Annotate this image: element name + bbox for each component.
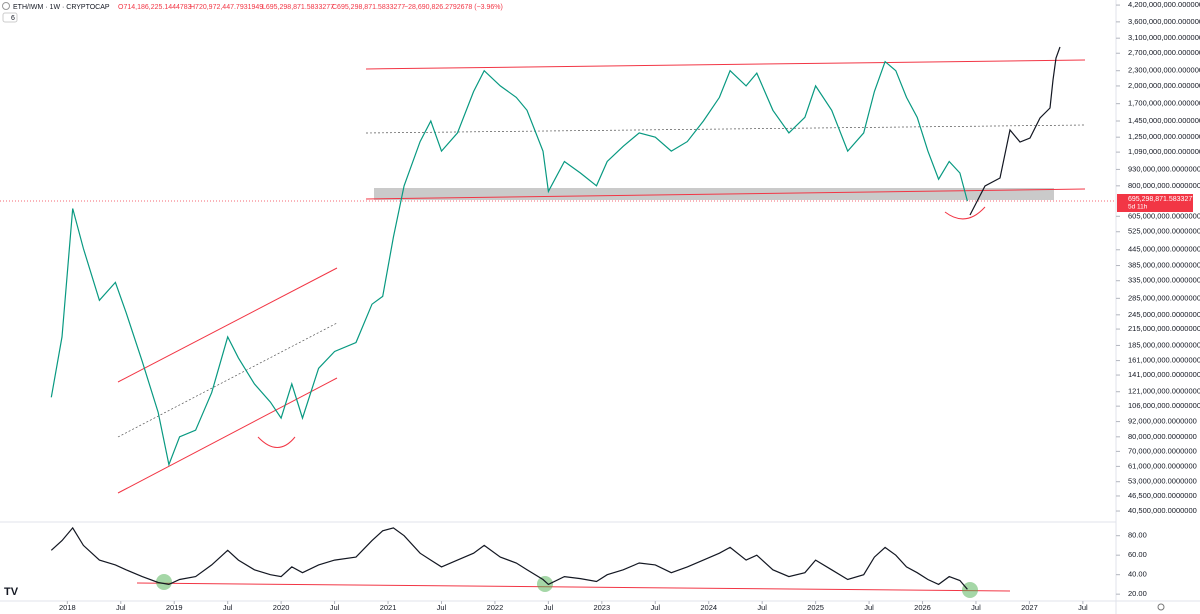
y-tick-label: 70,000,000.0000000 [1128, 446, 1197, 455]
indicator-badge[interactable] [2, 12, 18, 23]
y-tick-label: 1,450,000,000.0000000 [1128, 116, 1200, 125]
x-tick-label: Jul [330, 603, 340, 612]
y-tick-label: 61,000,000.0000000 [1128, 461, 1197, 470]
rsi-highlight [156, 574, 172, 590]
range-top [365, 59, 1086, 70]
x-tick-label: 2018 [59, 603, 76, 612]
x-tick-label: 2019 [166, 603, 183, 612]
symbol[interactable]: ETH/IWM · 1W · CRYPTOCAP [13, 4, 110, 11]
x-tick-label: Jul [650, 603, 660, 612]
x-tick-label: Jul [971, 603, 981, 612]
y-tick-label: 161,000,000.0000000 [1128, 356, 1200, 365]
settings-icon[interactable] [1157, 603, 1165, 611]
y-tick-label: 1,700,000,000.0000000 [1128, 99, 1200, 108]
x-tick-label: 2022 [487, 603, 504, 612]
x-tick-label: 2027 [1021, 603, 1038, 612]
y-tick-label: 335,000,000.0000000 [1128, 276, 1200, 285]
y-tick-label: 46,500,000.0000000 [1128, 491, 1197, 500]
y-tick-label: 53,000,000.0000000 [1128, 477, 1197, 486]
y-tick-label: 245,000,000.0000000 [1128, 310, 1200, 319]
x-tick-label: 2026 [914, 603, 931, 612]
y-tick-label: 445,000,000.0000000 [1128, 245, 1200, 254]
logo[interactable]: TV [4, 586, 19, 598]
x-tick-label: Jul [864, 603, 874, 612]
y-tick-label: 80.00 [1128, 531, 1147, 540]
y-tick-label: 285,000,000.0000000 [1128, 293, 1200, 302]
y-tick-label: 141,000,000.0000000 [1128, 370, 1200, 379]
y-tick-label: 930,000,000.0000000 [1128, 164, 1200, 173]
y-tick-label: 525,000,000.0000000 [1128, 227, 1200, 236]
close: C695,298,871.5833277 [332, 4, 405, 11]
low: L695,298,871.5833277 [262, 4, 334, 11]
y-tick-label: 3,100,000,000.0000000 [1128, 33, 1200, 42]
indicator-count[interactable]: 6 [11, 15, 15, 22]
x-tick-label: 2023 [593, 603, 610, 612]
y-tick-label: 3,600,000,000.0000000 [1128, 17, 1200, 26]
price-line [50, 60, 968, 467]
countdown: 5d 11h [1128, 204, 1148, 211]
y-tick-label: 121,000,000.0000000 [1128, 387, 1200, 396]
y-tick-label: 2,700,000,000.0000000 [1128, 48, 1200, 57]
y-tick-label: 60.00 [1128, 550, 1147, 559]
y-tick-label: 215,000,000.0000000 [1128, 324, 1200, 333]
last-price-tag [1117, 194, 1193, 212]
symbol-icon[interactable] [2, 2, 10, 10]
rsi-highlight [537, 576, 553, 592]
x-tick-label: 2025 [807, 603, 824, 612]
bottom-arc [944, 206, 986, 220]
x-tick-label: Jul [544, 603, 554, 612]
y-tick-label: 92,000,000.0000000 [1128, 417, 1197, 426]
bottom-arc [257, 436, 296, 448]
change: −28,690,826.2792678 (−3.96%) [404, 4, 503, 11]
high: H720,972,447.7931949 [190, 4, 263, 11]
y-tick-label: 40,500,000.0000000 [1128, 506, 1197, 515]
y-tick-label: 1,250,000,000.0000000 [1128, 132, 1200, 141]
y-tick-label: 106,000,000.0000000 [1128, 401, 1200, 410]
price-line [50, 526, 968, 590]
channel-top [117, 267, 338, 383]
y-tick-label: 2,000,000,000.0000000 [1128, 81, 1200, 90]
x-tick-label: Jul [757, 603, 767, 612]
x-tick-label: Jul [223, 603, 233, 612]
y-tick-label: 40.00 [1128, 570, 1147, 579]
projection-path [969, 46, 1061, 216]
y-tick-label: 20.00 [1128, 589, 1147, 598]
x-tick-label: Jul [1078, 603, 1088, 612]
rsi-trendline [136, 582, 1011, 592]
x-tick-label: 2020 [273, 603, 290, 612]
y-tick-label: 385,000,000.0000000 [1128, 261, 1200, 270]
y-tick-label: 2,300,000,000.0000000 [1128, 66, 1200, 75]
channel-bottom [117, 377, 338, 494]
x-tick-label: 2021 [380, 603, 397, 612]
x-tick-label: 2024 [700, 603, 717, 612]
x-tick-label: Jul [116, 603, 126, 612]
y-tick-label: 185,000,000.0000000 [1128, 340, 1200, 349]
y-tick-label: 80,000,000.0000000 [1128, 432, 1197, 441]
y-tick-label: 1,090,000,000.0000000 [1128, 147, 1200, 156]
channel-mid [117, 322, 338, 438]
x-tick-label: Jul [437, 603, 447, 612]
y-tick-label: 605,000,000.0000000 [1128, 211, 1200, 220]
rsi-highlight [962, 582, 978, 598]
y-tick-label: 4,200,000,000.0000000 [1128, 0, 1200, 9]
y-tick-label: 800,000,000.0000000 [1128, 181, 1200, 190]
open: O714,186,225.1444783 [118, 4, 192, 11]
last-price-label: 695,298,871.5833277 [1128, 196, 1196, 203]
